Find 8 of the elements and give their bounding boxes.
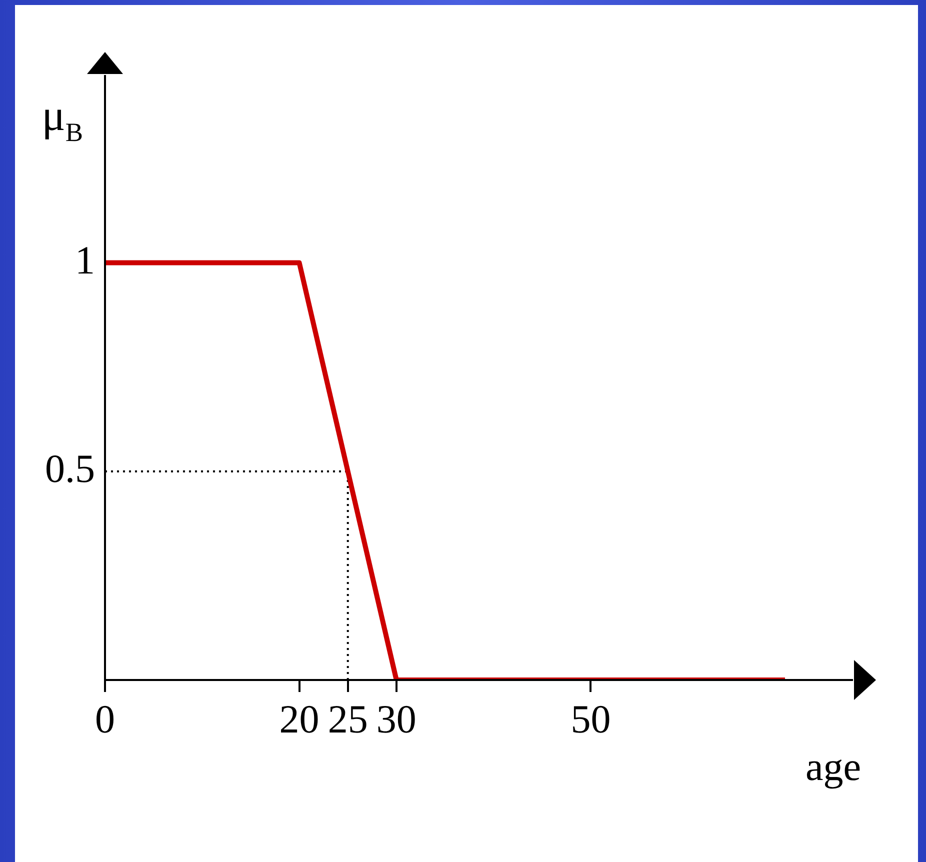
x-tick-label: 50 [570,696,611,742]
y-tick-label: 1 [75,237,95,282]
x-tick-label: 30 [376,696,416,742]
x-tick-label: 20 [279,696,320,742]
x-tick-label: 25 [328,696,368,742]
y-tick-label: 0.5 [45,446,95,491]
x-tick-label: 0 [95,696,115,742]
x-axis-title: age [805,744,862,789]
